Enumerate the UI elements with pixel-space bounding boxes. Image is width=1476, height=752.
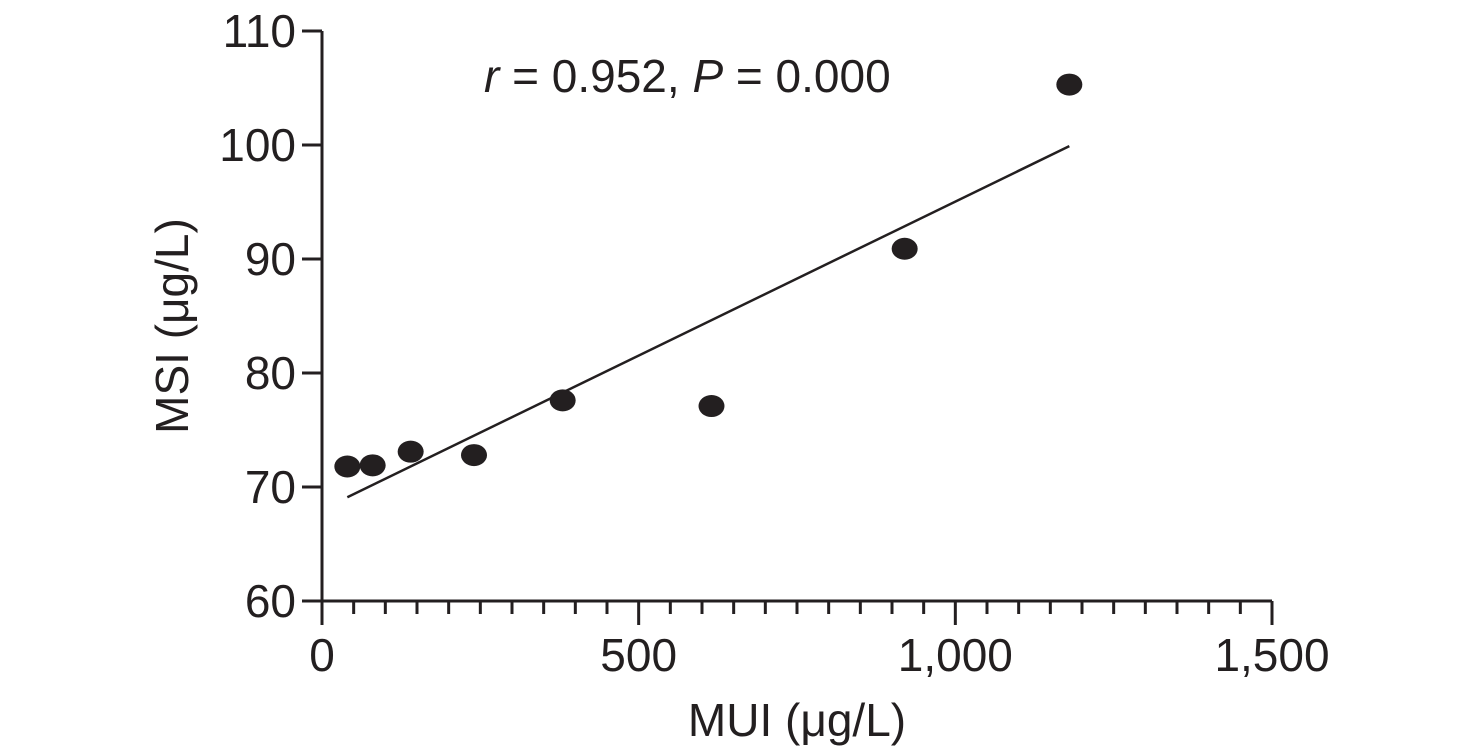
data-point (549, 389, 576, 412)
axes: 60 70 80 90 100 110 0 500 1,000 1,500 (219, 5, 1329, 681)
data-point (461, 444, 487, 467)
x-tick-label: 500 (600, 629, 677, 681)
data-point (698, 395, 725, 418)
regression-line (346, 145, 1070, 499)
x-axis-title: MUI (μg/L) (688, 694, 906, 746)
y-tick-label: 100 (219, 119, 296, 171)
y-axis-title: MSI (μg/L) (146, 218, 198, 434)
p-symbol: P (692, 50, 723, 102)
y-tick-label: 90 (245, 233, 296, 285)
trendline-group (346, 145, 1070, 499)
data-point (397, 440, 424, 463)
y-tick-label: 110 (223, 5, 296, 57)
r-value: = 0.952, (499, 50, 692, 102)
correlation-annotation: r = 0.952, P = 0.000 (484, 50, 891, 102)
y-tick-label: 80 (245, 347, 296, 399)
x-tick-label: 1,000 (898, 629, 1013, 681)
data-point (1056, 73, 1083, 96)
data-point (891, 237, 918, 260)
data-point (359, 454, 386, 477)
y-tick-label: 60 (245, 575, 296, 627)
p-value: = 0.000 (723, 50, 891, 102)
r-symbol: r (484, 50, 501, 102)
data-points (334, 73, 1083, 478)
y-tick-label: 70 (245, 461, 296, 513)
x-tick-label: 0 (309, 629, 335, 681)
data-point (334, 455, 361, 478)
x-tick-label: 1,500 (1214, 629, 1329, 681)
